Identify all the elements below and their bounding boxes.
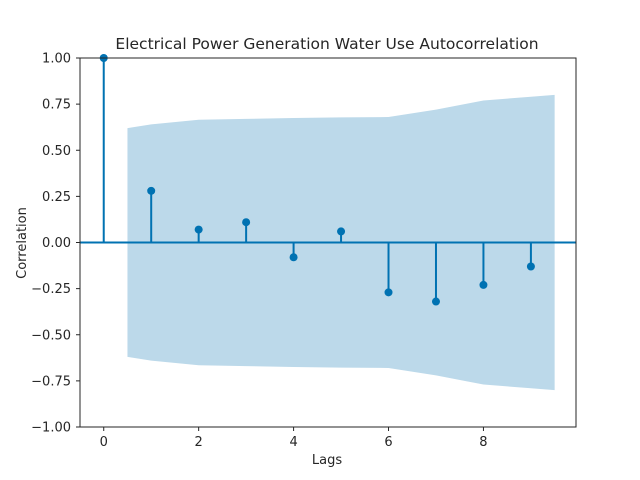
plot-area: −1.00 −0.75 −0.50 −0.25 0.00 0.25 0.50 0.75 1.00… — [31, 52, 577, 450]
chart-title: Electrical Power Generation Water Use Au… — [115, 35, 538, 53]
marker-lag-9 — [526, 262, 535, 271]
marker-lag-4 — [289, 253, 298, 262]
y-axis-label: Correlation — [15, 207, 30, 279]
x-tick-label: 0 — [100, 435, 108, 450]
marker-lag-7 — [431, 297, 440, 306]
y-tick-label: −0.25 — [31, 282, 71, 297]
y-tick-label: 1.00 — [42, 52, 71, 67]
marker-lag-6 — [384, 288, 393, 297]
y-tick-label: −0.75 — [31, 374, 71, 389]
marker-lag-3 — [242, 218, 251, 227]
y-tick-label: 0.00 — [42, 236, 71, 251]
x-tick-label: 2 — [195, 435, 203, 450]
marker-lag-2 — [194, 225, 203, 234]
x-tick-label: 6 — [384, 435, 392, 450]
y-tick-label: −0.50 — [31, 328, 71, 343]
x-tick-label: 4 — [289, 435, 297, 450]
y-tick-label: −1.00 — [31, 421, 71, 436]
y-tick-label: 0.50 — [42, 144, 71, 159]
y-tick-label: 0.75 — [42, 98, 71, 113]
marker-lag-8 — [479, 280, 488, 289]
y-tick-label: 0.25 — [42, 190, 71, 205]
x-axis-label: Lags — [312, 453, 342, 468]
marker-lag-1 — [147, 186, 156, 195]
x-tick-label: 8 — [479, 435, 487, 450]
marker-lag-5 — [337, 227, 346, 236]
